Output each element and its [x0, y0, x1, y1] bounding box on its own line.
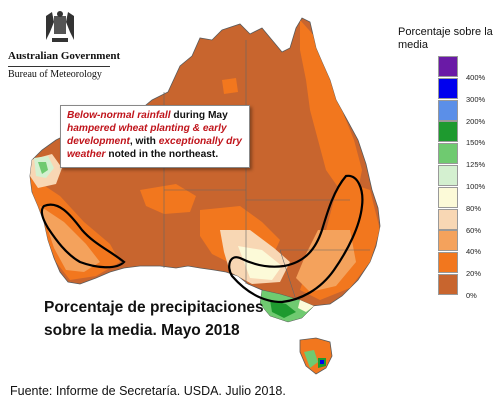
rainfall-zones	[30, 20, 380, 300]
legend-swatch	[438, 56, 458, 77]
legend-swatch	[438, 165, 458, 186]
zone-dry-southwest	[30, 176, 120, 280]
legend-swatch	[438, 121, 458, 143]
annotation-part3: hampered wheat planting & early developm…	[67, 123, 227, 147]
zone-very-wet-west	[38, 162, 48, 174]
legend-swatch	[438, 77, 458, 99]
legend-label: 0%	[466, 291, 477, 300]
annotation-part1: Below-normal rainfall	[67, 110, 171, 121]
zone-moderate-east	[296, 230, 356, 292]
annotation-part2: during May	[170, 110, 228, 121]
annotation-box: Below-normal rainfall during May hampere…	[60, 105, 250, 168]
zone-extra-wet-victoria	[270, 300, 296, 318]
bureau-name: Bureau of Meteorology	[8, 66, 110, 80]
legend-swatch	[438, 208, 458, 230]
zone-normal-victoria	[298, 300, 314, 312]
legend-label: 40%	[466, 247, 482, 257]
legend-label: 80%	[466, 203, 482, 213]
tasmania-wet-zone	[304, 350, 318, 368]
legend-swatch	[438, 252, 458, 274]
zone-dry-central	[140, 184, 196, 214]
legend-swatch	[438, 99, 458, 121]
legend-label: 300%	[466, 94, 486, 104]
legend-swatch	[438, 143, 458, 165]
wheat-belt-southeast	[228, 174, 364, 304]
zone-dry-northeast	[300, 20, 362, 200]
legend-title: Porcentaje sobre la media	[398, 26, 493, 51]
legend-label: 400%	[466, 73, 486, 82]
annotation-part5: exceptionally dry weather	[67, 136, 242, 160]
annotation-part6: noted in the northeast.	[105, 149, 219, 160]
legend-label: 20%	[466, 269, 482, 279]
legend-label: 200%	[466, 116, 486, 126]
coat-of-arms-icon	[46, 11, 74, 42]
legend-label: 100%	[466, 182, 486, 191]
wheat-belt-west	[40, 203, 126, 269]
legend-label: 60%	[466, 225, 482, 235]
zone-dry-north-2	[222, 78, 238, 94]
zone-normal-south	[238, 246, 282, 280]
wheat-belt-outlines	[40, 174, 364, 304]
annotation-part4: , with	[129, 136, 159, 147]
org-name: Australian Government	[8, 50, 121, 62]
zone-moderate-southwest	[40, 206, 100, 272]
legend-label: 125%	[466, 160, 486, 170]
bom-logo: Australian Government Bureau of Meteorol…	[8, 10, 121, 80]
legend-swatch	[438, 186, 458, 208]
legend-swatch	[438, 274, 458, 295]
map-title: Porcentaje de precipitaciones sobre la m…	[44, 299, 264, 339]
source-note: Fuente: Informe de Secretaría. USDA. Jul…	[10, 384, 286, 398]
legend-swatch	[438, 230, 458, 252]
legend-label: 150%	[466, 138, 486, 148]
tasmania-blue	[320, 360, 324, 364]
